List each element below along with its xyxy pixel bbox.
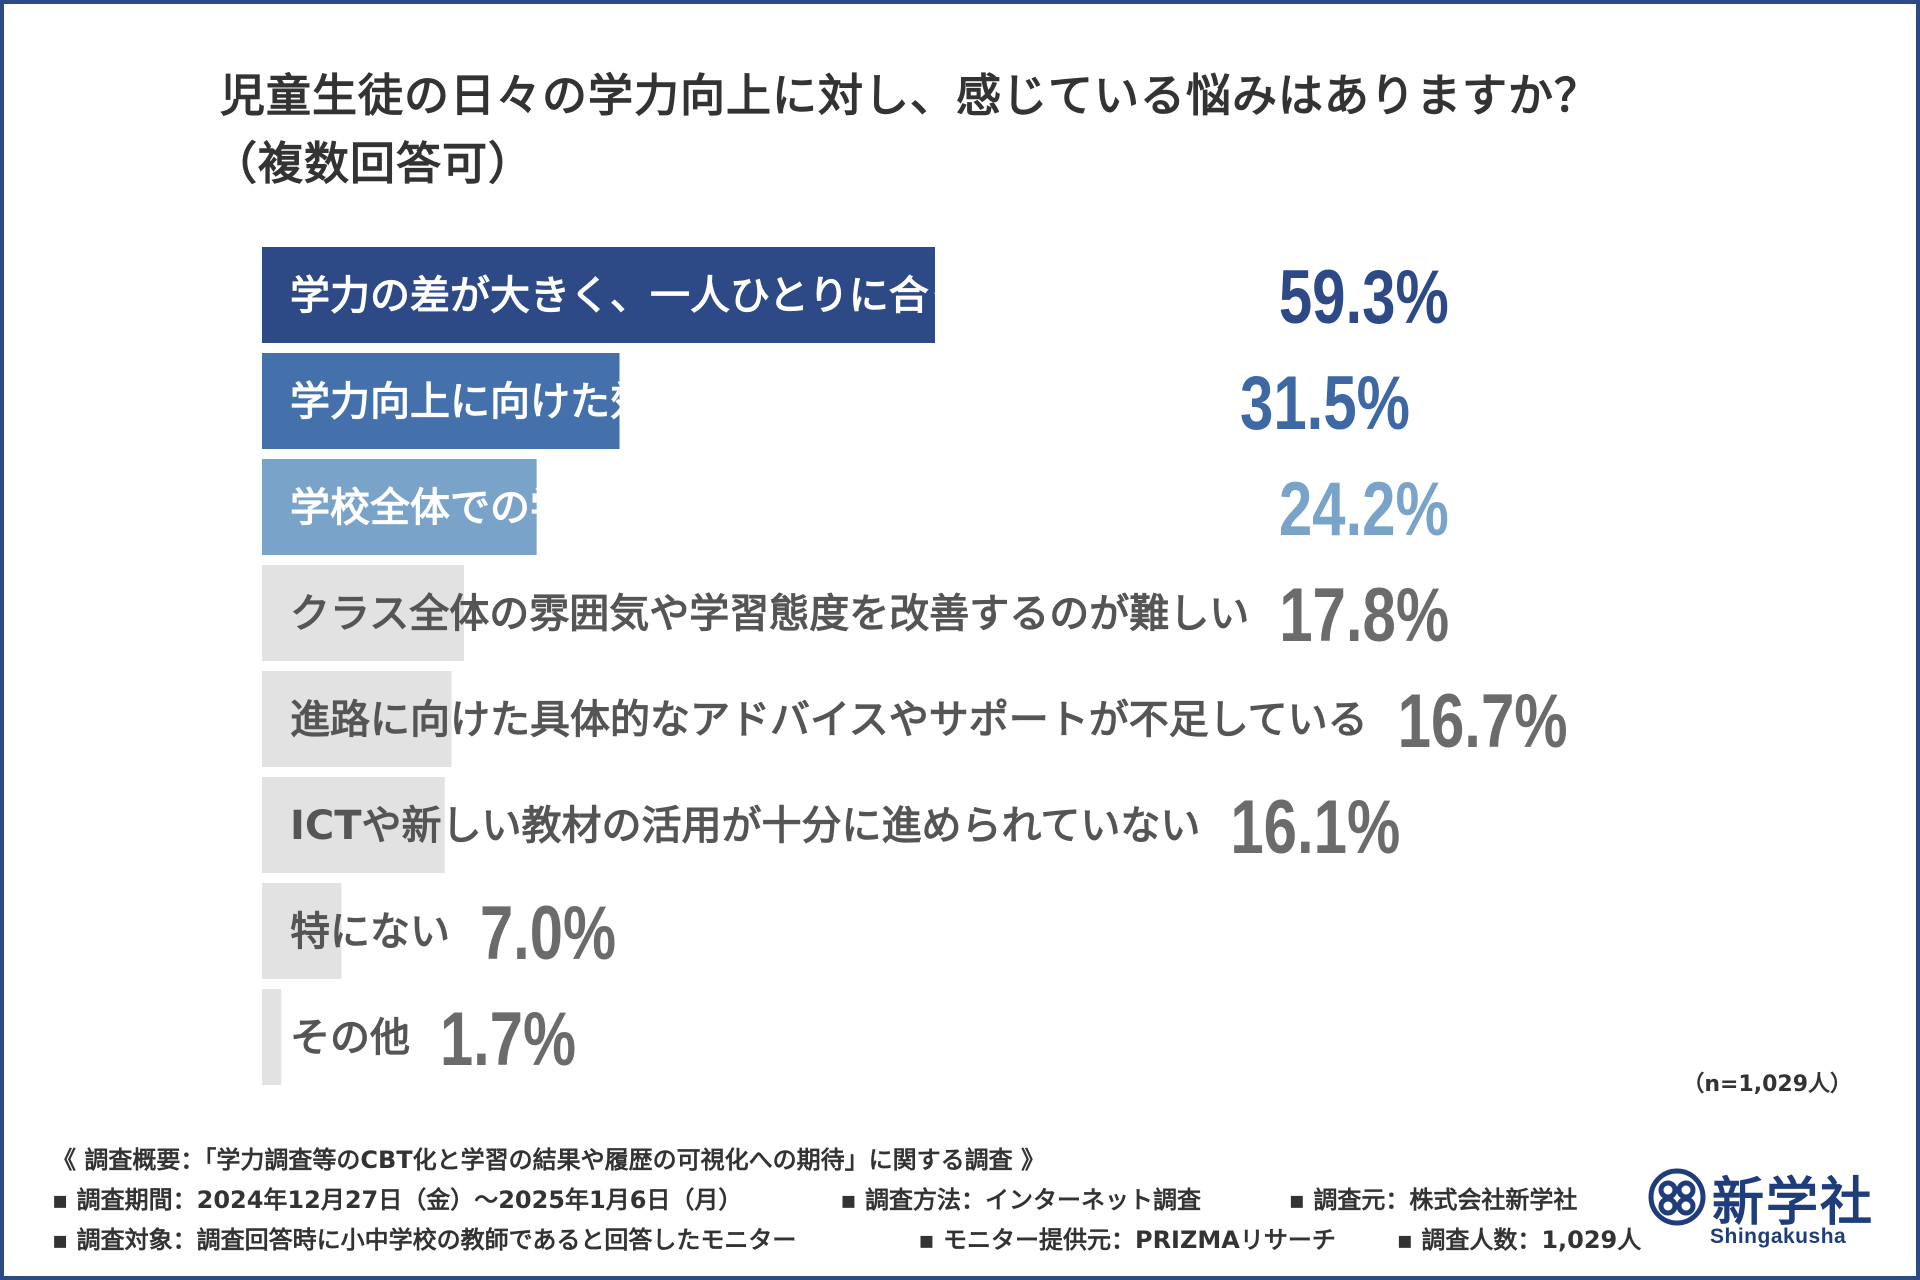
- survey-overview: 《 調査概要：「学力調査等のCBT化と学習の結果や履歴の可視化への期待」に関する…: [52, 1146, 1045, 1174]
- bar-2: [262, 353, 620, 449]
- bar-7: [262, 883, 342, 979]
- survey-method: ▪ 調査方法：インターネット調査: [840, 1186, 1201, 1214]
- survey-period: ▪ 調査期間：2024年12月27日（金）〜2025年1月6日（月）: [52, 1186, 743, 1214]
- bar-value-3: 24.2%: [1279, 467, 1449, 552]
- survey-provider: ▪ モニター提供元：PRIZMAリサーチ: [918, 1226, 1336, 1254]
- bar-chart: 学力の差が大きく、一人ひとりに合った指導が難しい 59.3% 学力向上に向けた効果的…: [262, 247, 1568, 1085]
- shingakusha-logo-icon: [1648, 1168, 1706, 1226]
- survey-target: ▪ 調査対象：調査回答時に小中学校の教師であると回答したモニター: [52, 1226, 797, 1254]
- company-logo: 新学社 Shingakusha: [1648, 1160, 1888, 1255]
- bar-4: [262, 565, 465, 661]
- bar-value-6: 16.1%: [1230, 785, 1400, 870]
- bar-label-8: その他: [290, 1015, 410, 1061]
- logo-roman: Shingakusha: [1710, 1225, 1847, 1248]
- bar-label-6: ICTや新しい教材の活用が十分に進められていない: [290, 803, 1200, 849]
- bar-label-2: 学力向上に向けた効果的な指導方法が見つからない: [290, 379, 1210, 425]
- chart-title: 児童生徒の日々の学力向上に対し、感じている悩みはありますか？ （複数回答可）: [212, 62, 1601, 198]
- logo-name: 新学社: [1712, 1172, 1875, 1233]
- bar-label-5: 進路に向けた具体的なアドバイスやサポートが不足している: [290, 697, 1368, 743]
- bar-value-7: 7.0%: [480, 891, 616, 976]
- bar-value-2: 31.5%: [1240, 361, 1410, 446]
- bar-5: [262, 671, 452, 767]
- sample-size-note: （n=1,029人）: [1682, 1072, 1852, 1097]
- bar-label-4: クラス全体の雰囲気や学習態度を改善するのが難しい: [290, 591, 1249, 637]
- bar-1: [262, 247, 935, 343]
- bar-value-8: 1.7%: [440, 997, 576, 1082]
- bar-label-1: 学力の差が大きく、一人ひとりに合った指導が難しい: [290, 273, 1249, 319]
- bar-3: [262, 459, 537, 555]
- bar-6: [262, 777, 445, 873]
- bar-value-5: 16.7%: [1398, 679, 1568, 764]
- bar-value-4: 17.8%: [1279, 573, 1449, 658]
- survey-source: ▪ 調査元：株式会社新学社: [1288, 1186, 1578, 1214]
- survey-count: ▪ 調査人数：1,029人: [1396, 1226, 1642, 1254]
- chart-title-line2: （複数回答可）: [212, 137, 535, 190]
- survey-footer: 《 調査概要：「学力調査等のCBT化と学習の結果や履歴の可視化への期待」に関する…: [52, 1140, 1641, 1260]
- bar-8: [262, 989, 282, 1085]
- chart-title-line1: 児童生徒の日々の学力向上に対し、感じている悩みはありますか？: [220, 69, 1601, 122]
- bar-value-1: 59.3%: [1279, 255, 1449, 340]
- bar-label-7: 特にない: [290, 909, 450, 955]
- bar-label-3: 学校全体での学力向上の取り組みが統一されていない: [290, 485, 1249, 531]
